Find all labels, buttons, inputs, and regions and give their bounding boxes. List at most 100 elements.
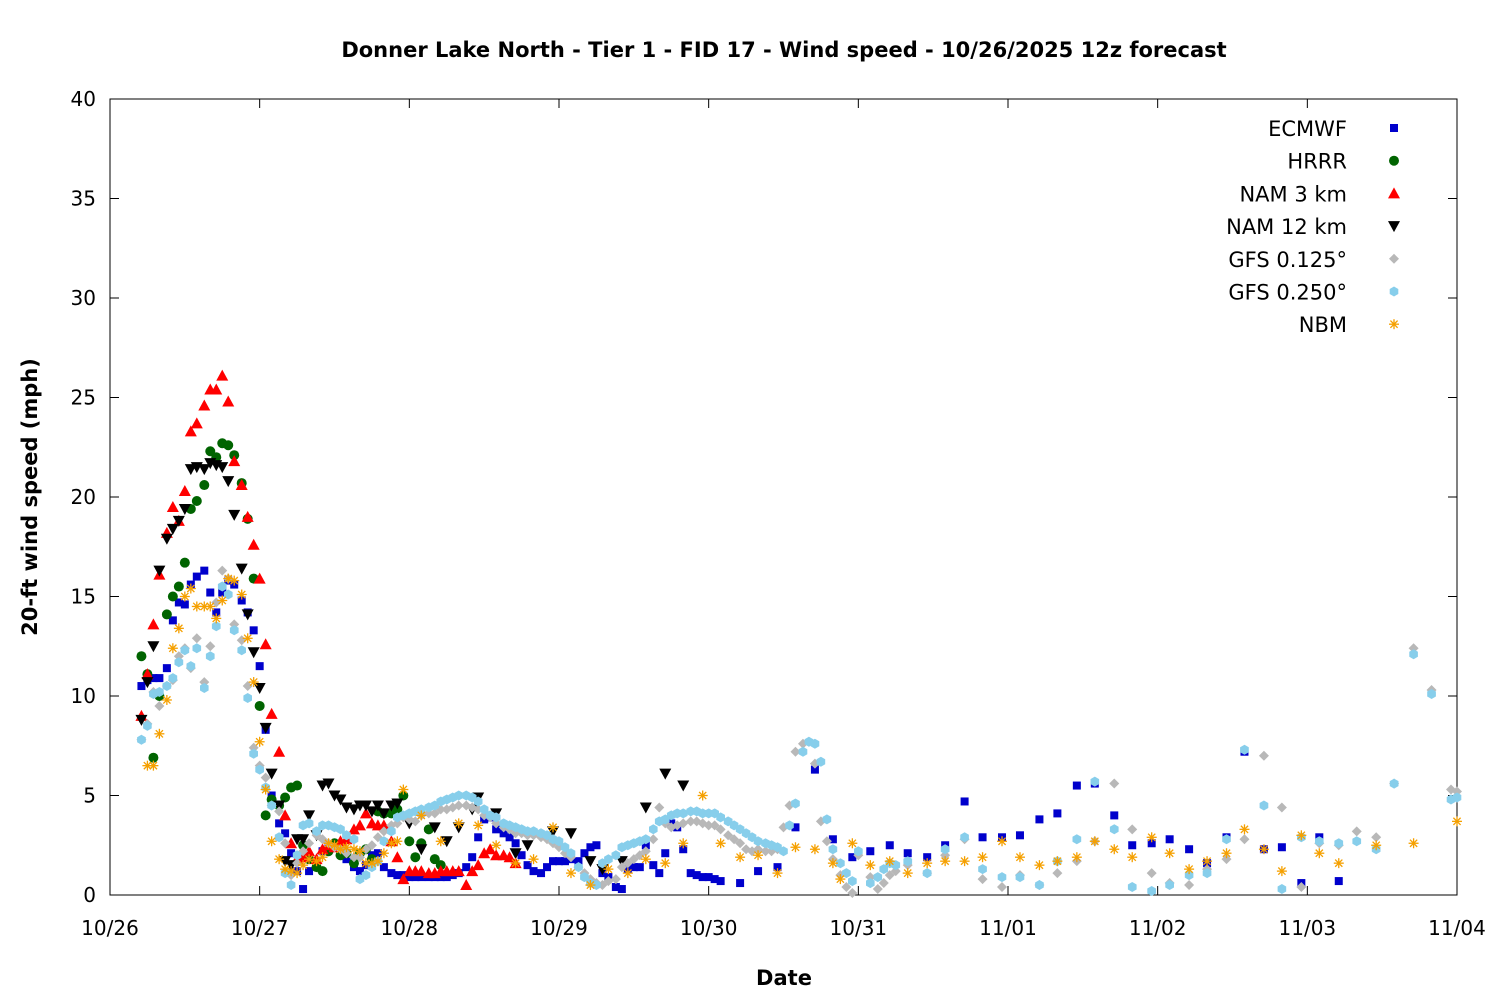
data-point [387, 826, 396, 837]
data-point [155, 687, 164, 697]
data-point [922, 858, 933, 869]
data-point [148, 752, 159, 763]
data-point [1276, 866, 1287, 877]
data-point [200, 683, 209, 693]
data-point [791, 823, 800, 832]
data-point [809, 844, 820, 855]
data-point [1109, 778, 1120, 789]
x-tick-label: 10/30 [680, 916, 738, 940]
legend-label: ECMWF [1268, 117, 1347, 141]
data-point [222, 395, 235, 407]
legend-marker [1390, 124, 1398, 132]
data-point [585, 880, 596, 891]
data-point [453, 818, 464, 829]
data-point [417, 873, 426, 882]
data-point [798, 746, 808, 757]
data-point [1351, 826, 1362, 837]
data-point [854, 846, 863, 857]
data-point [903, 849, 912, 858]
data-point [241, 510, 254, 522]
data-point [179, 591, 190, 602]
data-point [816, 756, 826, 767]
data-point [978, 864, 987, 875]
data-point [604, 854, 613, 865]
data-point [560, 857, 569, 866]
data-point [1014, 852, 1025, 863]
data-point [287, 849, 296, 858]
data-point [410, 852, 421, 863]
data-point [242, 633, 253, 644]
data-point [275, 819, 284, 828]
data-point [237, 596, 246, 605]
legend-marker [1389, 319, 1399, 330]
data-point [1334, 877, 1343, 886]
data-point [773, 863, 782, 872]
data-point [254, 700, 265, 711]
data-point [736, 879, 745, 888]
data-point [359, 800, 372, 812]
data-point [611, 850, 621, 861]
data-point [603, 864, 614, 875]
data-point [260, 784, 271, 795]
data-point [1184, 880, 1195, 891]
data-point [460, 879, 473, 891]
data-point [266, 836, 277, 847]
data-point [1240, 744, 1249, 755]
data-point [610, 874, 621, 885]
data-point [359, 807, 372, 819]
legend-marker [1389, 253, 1399, 264]
data-point [698, 873, 707, 882]
data-point [280, 838, 291, 849]
data-point [404, 836, 415, 847]
y-axis-label: 20-ft wind speed (mph) [18, 358, 42, 636]
data-point [392, 836, 403, 847]
data-point [521, 840, 534, 852]
data-point [229, 625, 239, 636]
y-tick-label: 30 [71, 286, 96, 310]
data-point [1089, 836, 1100, 847]
data-point [1127, 824, 1138, 835]
legend-label: GFS 0.125° [1228, 248, 1347, 272]
data-point [697, 790, 708, 801]
data-point [885, 841, 894, 850]
data-point [1184, 870, 1194, 881]
data-point [1334, 838, 1344, 849]
data-point [879, 864, 889, 875]
data-point [997, 836, 1008, 847]
data-point [328, 790, 341, 802]
data-point [341, 848, 352, 859]
data-point [1409, 649, 1418, 660]
data-point [274, 806, 285, 817]
data-point [217, 595, 228, 606]
data-point [574, 862, 583, 873]
data-point [753, 836, 763, 847]
data-point [198, 399, 211, 411]
data-point [174, 657, 184, 668]
data-point [848, 853, 857, 862]
legend-label: GFS 0.250° [1228, 281, 1347, 305]
data-point [478, 847, 491, 859]
data-point [703, 820, 714, 831]
data-point [373, 849, 382, 858]
data-point [316, 843, 329, 855]
data-point [155, 674, 164, 683]
data-point [1371, 840, 1382, 851]
data-point [274, 832, 284, 843]
x-tick-label: 11/02 [1129, 916, 1187, 940]
data-point [254, 736, 265, 747]
series-nam-3-km [135, 369, 522, 891]
data-point [715, 824, 726, 835]
data-point [304, 818, 314, 829]
data-point [415, 865, 428, 877]
data-point [1427, 689, 1436, 699]
data-point [235, 563, 248, 575]
data-point [415, 844, 428, 856]
data-point [417, 804, 426, 815]
data-point [564, 828, 577, 840]
data-point [198, 464, 211, 476]
data-point [474, 833, 483, 842]
data-point [959, 856, 970, 867]
data-point [411, 873, 420, 882]
data-point [710, 875, 719, 884]
